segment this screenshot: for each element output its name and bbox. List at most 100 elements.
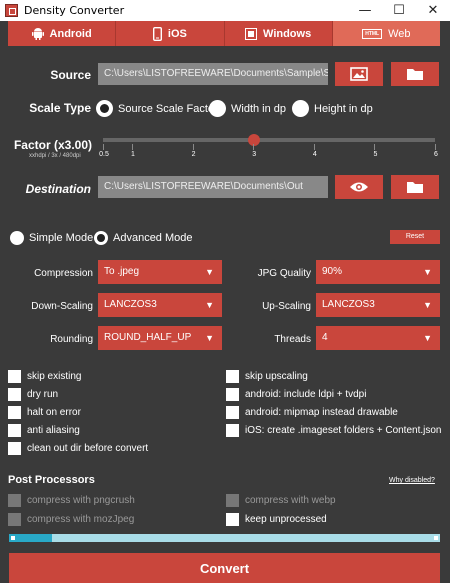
checkbox-box <box>226 494 239 507</box>
ios-imageset-checkbox[interactable]: iOS: create .imageset folders + Content.… <box>226 424 442 437</box>
checkbox-label: iOS: create .imageset folders + Content.… <box>245 425 442 436</box>
source-image-button[interactable] <box>335 62 383 86</box>
source-folder-button[interactable] <box>391 62 439 86</box>
keep-unprocessed-checkbox[interactable]: keep unprocessed <box>226 513 327 526</box>
window-title: Density Converter <box>24 4 125 17</box>
up-scaling-label: Up-Scaling <box>262 301 311 312</box>
webp-checkbox[interactable]: compress with webp <box>226 494 336 507</box>
slider-tick-label: 1 <box>131 151 135 158</box>
checkbox-label: keep unprocessed <box>245 514 327 525</box>
destination-view-button[interactable] <box>335 175 383 199</box>
destination-path-field[interactable]: C:\Users\LISTOFREEWARE\Documents\Out <box>98 176 328 198</box>
jpg-quality-value: 90% <box>322 266 343 277</box>
rounding-select[interactable]: ROUND_HALF_UP ▼ <box>98 326 222 350</box>
compression-label: Compression <box>34 268 93 279</box>
progress-marker <box>11 536 15 540</box>
halt-on-error-checkbox[interactable]: halt on error <box>8 406 81 419</box>
dropdown-arrow-icon: ▼ <box>205 300 214 310</box>
slider-tick <box>435 144 436 150</box>
scale-source-factor-radio[interactable]: Source Scale Factor <box>96 100 218 117</box>
radio-circle <box>94 231 108 245</box>
dropdown-arrow-icon: ▼ <box>205 267 214 277</box>
slider-knob[interactable] <box>248 134 261 146</box>
slider-tick-label: 2 <box>191 151 196 158</box>
checkbox-label: compress with mozJpeg <box>27 514 135 525</box>
slider-track[interactable] <box>103 138 435 142</box>
reset-button[interactable]: Reset <box>390 230 440 244</box>
compression-select[interactable]: To .jpeg ▼ <box>98 260 222 284</box>
source-label: Source <box>50 68 91 82</box>
source-path-field[interactable]: C:\Users\LISTOFREEWARE\Documents\Sample\… <box>98 63 328 85</box>
app-icon <box>5 4 18 17</box>
slider-tick-label: 6 <box>434 151 438 158</box>
threads-label: Threads <box>274 334 311 345</box>
checkbox-box <box>226 424 239 437</box>
windows-icon <box>245 27 258 40</box>
simple-mode-radio[interactable]: Simple Mode <box>10 231 93 245</box>
tab-web[interactable]: HTML Web <box>332 21 440 46</box>
minimize-button[interactable]: — <box>358 3 372 18</box>
checkbox-box <box>8 494 21 507</box>
skip-existing-checkbox[interactable]: skip existing <box>8 370 81 383</box>
include-ldpi-tvdpi-checkbox[interactable]: android: include ldpi + tvdpi <box>226 388 366 401</box>
tab-ios[interactable]: iOS <box>116 21 225 46</box>
post-processors-heading: Post Processors <box>8 474 95 486</box>
folder-icon <box>407 182 423 193</box>
phone-icon <box>152 26 162 41</box>
radio-circle <box>10 231 24 245</box>
slider-tick <box>192 144 194 150</box>
slider-tick <box>103 144 104 150</box>
pngcrush-checkbox[interactable]: compress with pngcrush <box>8 494 135 507</box>
checkbox-box <box>8 406 21 419</box>
radio-label: Source Scale Factor <box>118 102 218 115</box>
progress-fill <box>9 534 53 542</box>
threads-select[interactable]: 4 ▼ <box>316 326 440 350</box>
checkbox-box <box>8 370 21 383</box>
tab-android-label: Android <box>49 27 92 40</box>
checkbox-box <box>8 424 21 437</box>
slider-tick-label: 5 <box>373 151 378 158</box>
image-icon <box>350 67 368 81</box>
scale-width-dp-radio[interactable]: Width in dp <box>209 100 286 117</box>
dropdown-arrow-icon: ▼ <box>423 300 432 310</box>
clean-out-dir-checkbox[interactable]: clean out dir before convert <box>8 442 148 455</box>
maximize-button[interactable]: ☐ <box>393 3 405 18</box>
anti-aliasing-checkbox[interactable]: anti aliasing <box>8 424 80 437</box>
up-scaling-select[interactable]: LANCZOS3 ▼ <box>316 293 440 317</box>
close-button[interactable]: ✕ <box>427 3 439 18</box>
progress-marker <box>434 536 438 540</box>
tab-windows-label: Windows <box>263 27 312 40</box>
radio-circle <box>209 100 226 117</box>
android-icon <box>31 28 44 40</box>
checkbox-box <box>226 370 239 383</box>
down-scaling-label: Down-Scaling <box>31 301 93 312</box>
advanced-mode-radio[interactable]: Advanced Mode <box>94 231 193 245</box>
jpg-quality-select[interactable]: 90% ▼ <box>316 260 440 284</box>
rounding-label: Rounding <box>50 334 93 345</box>
mozjpeg-checkbox[interactable]: compress with mozJpeg <box>8 513 134 526</box>
slider-tick-label: 3 <box>252 151 257 158</box>
threads-value: 4 <box>322 332 328 343</box>
factor-sublabel: xxhdpi / 3x / 480dpi <box>29 153 81 159</box>
destination-label: Destination <box>25 182 91 196</box>
up-scaling-value: LANCZOS3 <box>322 299 375 310</box>
checkbox-box <box>226 513 239 526</box>
scale-height-dp-radio[interactable]: Height in dp <box>292 100 373 117</box>
checkbox-box <box>8 388 21 401</box>
compression-value: To .jpeg <box>104 266 140 277</box>
jpg-quality-label: JPG Quality <box>257 268 311 279</box>
down-scaling-select[interactable]: LANCZOS3 ▼ <box>98 293 222 317</box>
tab-windows[interactable]: Windows <box>224 21 333 46</box>
skip-upscaling-checkbox[interactable]: skip upscaling <box>226 370 308 383</box>
eye-icon <box>350 182 368 192</box>
why-disabled-link[interactable]: Why disabled? <box>389 477 435 484</box>
html-icon: HTML <box>362 28 383 39</box>
tab-android[interactable]: Android <box>8 21 117 46</box>
slider-tick <box>253 144 255 150</box>
dry-run-checkbox[interactable]: dry run <box>8 388 58 401</box>
destination-folder-button[interactable] <box>391 175 439 199</box>
convert-button[interactable]: Convert <box>9 553 440 583</box>
platform-tabs: Android iOS Windows HTML Web <box>8 21 440 46</box>
mipmap-instead-drawable-checkbox[interactable]: android: mipmap instead drawable <box>226 406 398 419</box>
slider-tick <box>374 144 376 150</box>
